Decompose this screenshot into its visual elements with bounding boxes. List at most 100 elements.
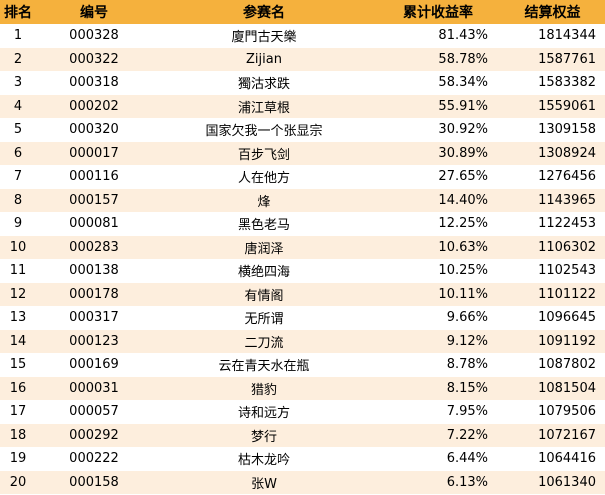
name-cell: 唐润泽 bbox=[152, 235, 376, 259]
table-row: 14 000123 二刀流 9.12% 1091192 bbox=[0, 329, 605, 353]
equity-cell: 1122453 bbox=[500, 212, 605, 236]
rank-cell: 2 bbox=[0, 47, 36, 71]
equity-cell: 1101122 bbox=[500, 282, 605, 306]
equity-cell: 1587761 bbox=[500, 47, 605, 71]
name-cell: 枯木龙吟 bbox=[152, 447, 376, 471]
table-row: 2 000322 Zijian 58.78% 1587761 bbox=[0, 47, 605, 71]
equity-cell: 1064416 bbox=[500, 447, 605, 471]
name-cell: 猎豹 bbox=[152, 376, 376, 400]
rank-cell: 4 bbox=[0, 94, 36, 118]
table-row: 6 000017 百步飞剑 30.89% 1308924 bbox=[0, 141, 605, 165]
return-cell: 30.92% bbox=[376, 118, 500, 142]
rank-cell: 16 bbox=[0, 376, 36, 400]
id-cell: 000057 bbox=[36, 400, 152, 424]
name-cell: 横绝四海 bbox=[152, 259, 376, 283]
equity-header: 结算权益 bbox=[500, 0, 605, 24]
table-row: 17 000057 诗和远方 7.95% 1079506 bbox=[0, 400, 605, 424]
name-cell: 有情阁 bbox=[152, 282, 376, 306]
name-cell: 廈門古天樂 bbox=[152, 24, 376, 48]
table-row: 1 000328 廈門古天樂 81.43% 1814344 bbox=[0, 24, 605, 48]
id-cell: 000158 bbox=[36, 470, 152, 494]
return-cell: 55.91% bbox=[376, 94, 500, 118]
rank-cell: 17 bbox=[0, 400, 36, 424]
return-cell: 7.95% bbox=[376, 400, 500, 424]
name-cell: 云在青天水在瓶 bbox=[152, 353, 376, 377]
rank-cell: 1 bbox=[0, 24, 36, 48]
id-cell: 000031 bbox=[36, 376, 152, 400]
rank-cell: 15 bbox=[0, 353, 36, 377]
table-row: 5 000320 国家欠我一个张显宗 30.92% 1309158 bbox=[0, 118, 605, 142]
id-cell: 000320 bbox=[36, 118, 152, 142]
table-row: 11 000138 横绝四海 10.25% 1102543 bbox=[0, 259, 605, 283]
equity-cell: 1072167 bbox=[500, 423, 605, 447]
rank-cell: 9 bbox=[0, 212, 36, 236]
name-cell: 国家欠我一个张显宗 bbox=[152, 118, 376, 142]
return-cell: 9.12% bbox=[376, 329, 500, 353]
equity-cell: 1102543 bbox=[500, 259, 605, 283]
header-row: 排名 编号 参赛名 累计收益率 结算权益 bbox=[0, 0, 605, 24]
return-cell: 81.43% bbox=[376, 24, 500, 48]
id-cell: 000328 bbox=[36, 24, 152, 48]
name-cell: 诗和远方 bbox=[152, 400, 376, 424]
rank-cell: 13 bbox=[0, 306, 36, 330]
id-header: 编号 bbox=[36, 0, 152, 24]
table-row: 7 000116 人在他方 27.65% 1276456 bbox=[0, 165, 605, 189]
table-row: 4 000202 浦江草根 55.91% 1559061 bbox=[0, 94, 605, 118]
id-cell: 000169 bbox=[36, 353, 152, 377]
rank-cell: 6 bbox=[0, 141, 36, 165]
table-row: 10 000283 唐润泽 10.63% 1106302 bbox=[0, 235, 605, 259]
rank-cell: 8 bbox=[0, 188, 36, 212]
id-cell: 000138 bbox=[36, 259, 152, 283]
return-cell: 6.13% bbox=[376, 470, 500, 494]
table-body: 1 000328 廈門古天樂 81.43% 1814344 2 000322 Zijian 58… bbox=[0, 24, 605, 494]
name-cell: Zijian bbox=[152, 47, 376, 71]
rank-cell: 14 bbox=[0, 329, 36, 353]
id-cell: 000116 bbox=[36, 165, 152, 189]
equity-cell: 1308924 bbox=[500, 141, 605, 165]
rank-cell: 10 bbox=[0, 235, 36, 259]
rank-cell: 18 bbox=[0, 423, 36, 447]
table-row: 12 000178 有情阁 10.11% 1101122 bbox=[0, 282, 605, 306]
equity-cell: 1814344 bbox=[500, 24, 605, 48]
id-cell: 000157 bbox=[36, 188, 152, 212]
id-cell: 000123 bbox=[36, 329, 152, 353]
rank-cell: 19 bbox=[0, 447, 36, 471]
equity-cell: 1143965 bbox=[500, 188, 605, 212]
equity-cell: 1583382 bbox=[500, 71, 605, 95]
return-cell: 8.15% bbox=[376, 376, 500, 400]
equity-cell: 1061340 bbox=[500, 470, 605, 494]
table-row: 18 000292 梦行 7.22% 1072167 bbox=[0, 423, 605, 447]
id-cell: 000283 bbox=[36, 235, 152, 259]
rank-header: 排名 bbox=[0, 0, 36, 24]
name-cell: 黑色老马 bbox=[152, 212, 376, 236]
table-row: 20 000158 张W 6.13% 1061340 bbox=[0, 470, 605, 494]
id-cell: 000292 bbox=[36, 423, 152, 447]
return-cell: 27.65% bbox=[376, 165, 500, 189]
table-row: 15 000169 云在青天水在瓶 8.78% 1087802 bbox=[0, 353, 605, 377]
return-cell: 10.63% bbox=[376, 235, 500, 259]
name-cell: 人在他方 bbox=[152, 165, 376, 189]
return-cell: 58.78% bbox=[376, 47, 500, 71]
return-cell: 58.34% bbox=[376, 71, 500, 95]
name-header: 参赛名 bbox=[152, 0, 376, 24]
id-cell: 000202 bbox=[36, 94, 152, 118]
return-header: 累计收益率 bbox=[376, 0, 500, 24]
return-cell: 9.66% bbox=[376, 306, 500, 330]
name-cell: 百步飞剑 bbox=[152, 141, 376, 165]
name-cell: 张W bbox=[152, 470, 376, 494]
equity-cell: 1079506 bbox=[500, 400, 605, 424]
rank-cell: 11 bbox=[0, 259, 36, 283]
equity-cell: 1087802 bbox=[500, 353, 605, 377]
rank-cell: 3 bbox=[0, 71, 36, 95]
return-cell: 10.11% bbox=[376, 282, 500, 306]
return-cell: 30.89% bbox=[376, 141, 500, 165]
rank-cell: 5 bbox=[0, 118, 36, 142]
id-cell: 000017 bbox=[36, 141, 152, 165]
name-cell: 无所谓 bbox=[152, 306, 376, 330]
return-cell: 10.25% bbox=[376, 259, 500, 283]
id-cell: 000081 bbox=[36, 212, 152, 236]
equity-cell: 1081504 bbox=[500, 376, 605, 400]
equity-cell: 1106302 bbox=[500, 235, 605, 259]
rank-cell: 12 bbox=[0, 282, 36, 306]
